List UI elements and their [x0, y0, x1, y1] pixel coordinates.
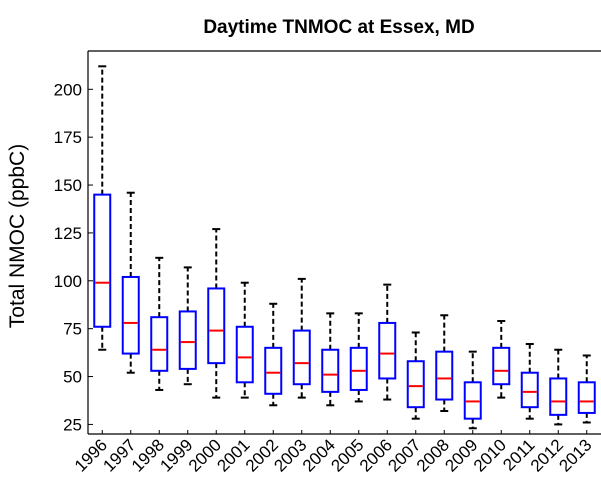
- box-iqr: [121, 275, 140, 355]
- box-iqr: [520, 371, 539, 409]
- box-iqr: [435, 350, 454, 401]
- box-iqr: [406, 360, 425, 409]
- chart-title: Daytime TNMOC at Essex, MD: [203, 17, 474, 38]
- y-tick-label: 200: [54, 80, 82, 99]
- y-tick-label: 25: [63, 415, 82, 434]
- box-iqr: [577, 381, 596, 414]
- box-iqr: [93, 193, 112, 328]
- y-tick-label: 75: [63, 320, 82, 339]
- y-tick-label: 50: [63, 368, 82, 387]
- box-iqr: [178, 310, 197, 370]
- plot-area: 2550751001251501752001996199719981999200…: [54, 50, 601, 476]
- box-iqr: [349, 346, 368, 391]
- x-tick-label: 2013: [555, 435, 595, 475]
- y-tick-label: 100: [54, 272, 82, 291]
- box-iqr: [549, 377, 568, 416]
- y-tick-label: 125: [54, 224, 82, 243]
- box-iqr: [207, 287, 226, 365]
- box-iqr: [264, 346, 283, 395]
- y-axis-label: Total NMOC (ppbC): [6, 144, 29, 328]
- box-iqr: [321, 348, 340, 393]
- y-tick-label: 175: [54, 128, 82, 147]
- box-iqr: [463, 381, 482, 420]
- box-iqr: [492, 346, 511, 386]
- box-iqr: [235, 325, 254, 384]
- box-iqr: [378, 321, 397, 380]
- box-iqr: [292, 329, 311, 386]
- y-tick-label: 150: [54, 176, 82, 195]
- box-iqr: [150, 316, 169, 372]
